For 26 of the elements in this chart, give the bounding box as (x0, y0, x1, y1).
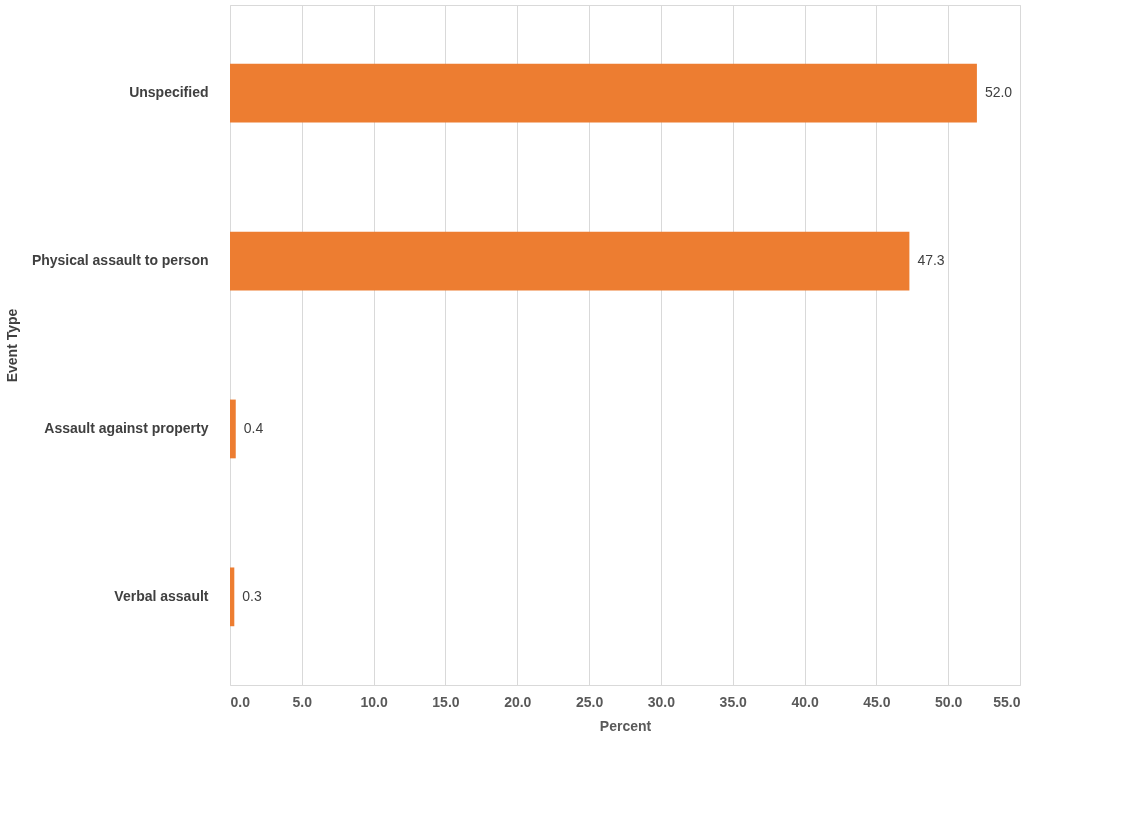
data-label: 0.3 (242, 587, 262, 604)
bar (230, 567, 235, 627)
y-tick-label: Verbal assault (114, 587, 209, 604)
x-tick-label: 20.0 (504, 693, 532, 710)
y-tick-label: Unspecified (129, 84, 209, 101)
x-tick-label: 55.0 (993, 693, 1021, 710)
x-tick-label: 50.0 (935, 693, 963, 710)
bar (230, 63, 977, 123)
bar (230, 399, 236, 459)
x-tick-label: 35.0 (719, 693, 748, 710)
x-tick-label: 15.0 (432, 693, 460, 710)
data-label: 0.4 (243, 419, 264, 436)
x-tick-label: 45.0 (863, 693, 891, 710)
y-axis-title: Event Type (3, 308, 20, 383)
bar (230, 231, 910, 291)
data-label: 47.3 (917, 252, 945, 269)
y-tick-label: Assault against property (44, 419, 209, 436)
x-tick-label: 25.0 (575, 693, 604, 710)
x-tick-label: 5.0 (292, 693, 313, 710)
x-tick-label: 30.0 (647, 693, 676, 710)
x-tick-label: 0.0 (230, 693, 251, 710)
y-tick-label: Physical assault to person (31, 252, 209, 269)
x-tick-label: 10.0 (360, 693, 388, 710)
x-tick-label: 40.0 (791, 693, 819, 710)
data-label: 52.0 (984, 84, 1013, 101)
x-axis-title: Percent (599, 717, 652, 734)
